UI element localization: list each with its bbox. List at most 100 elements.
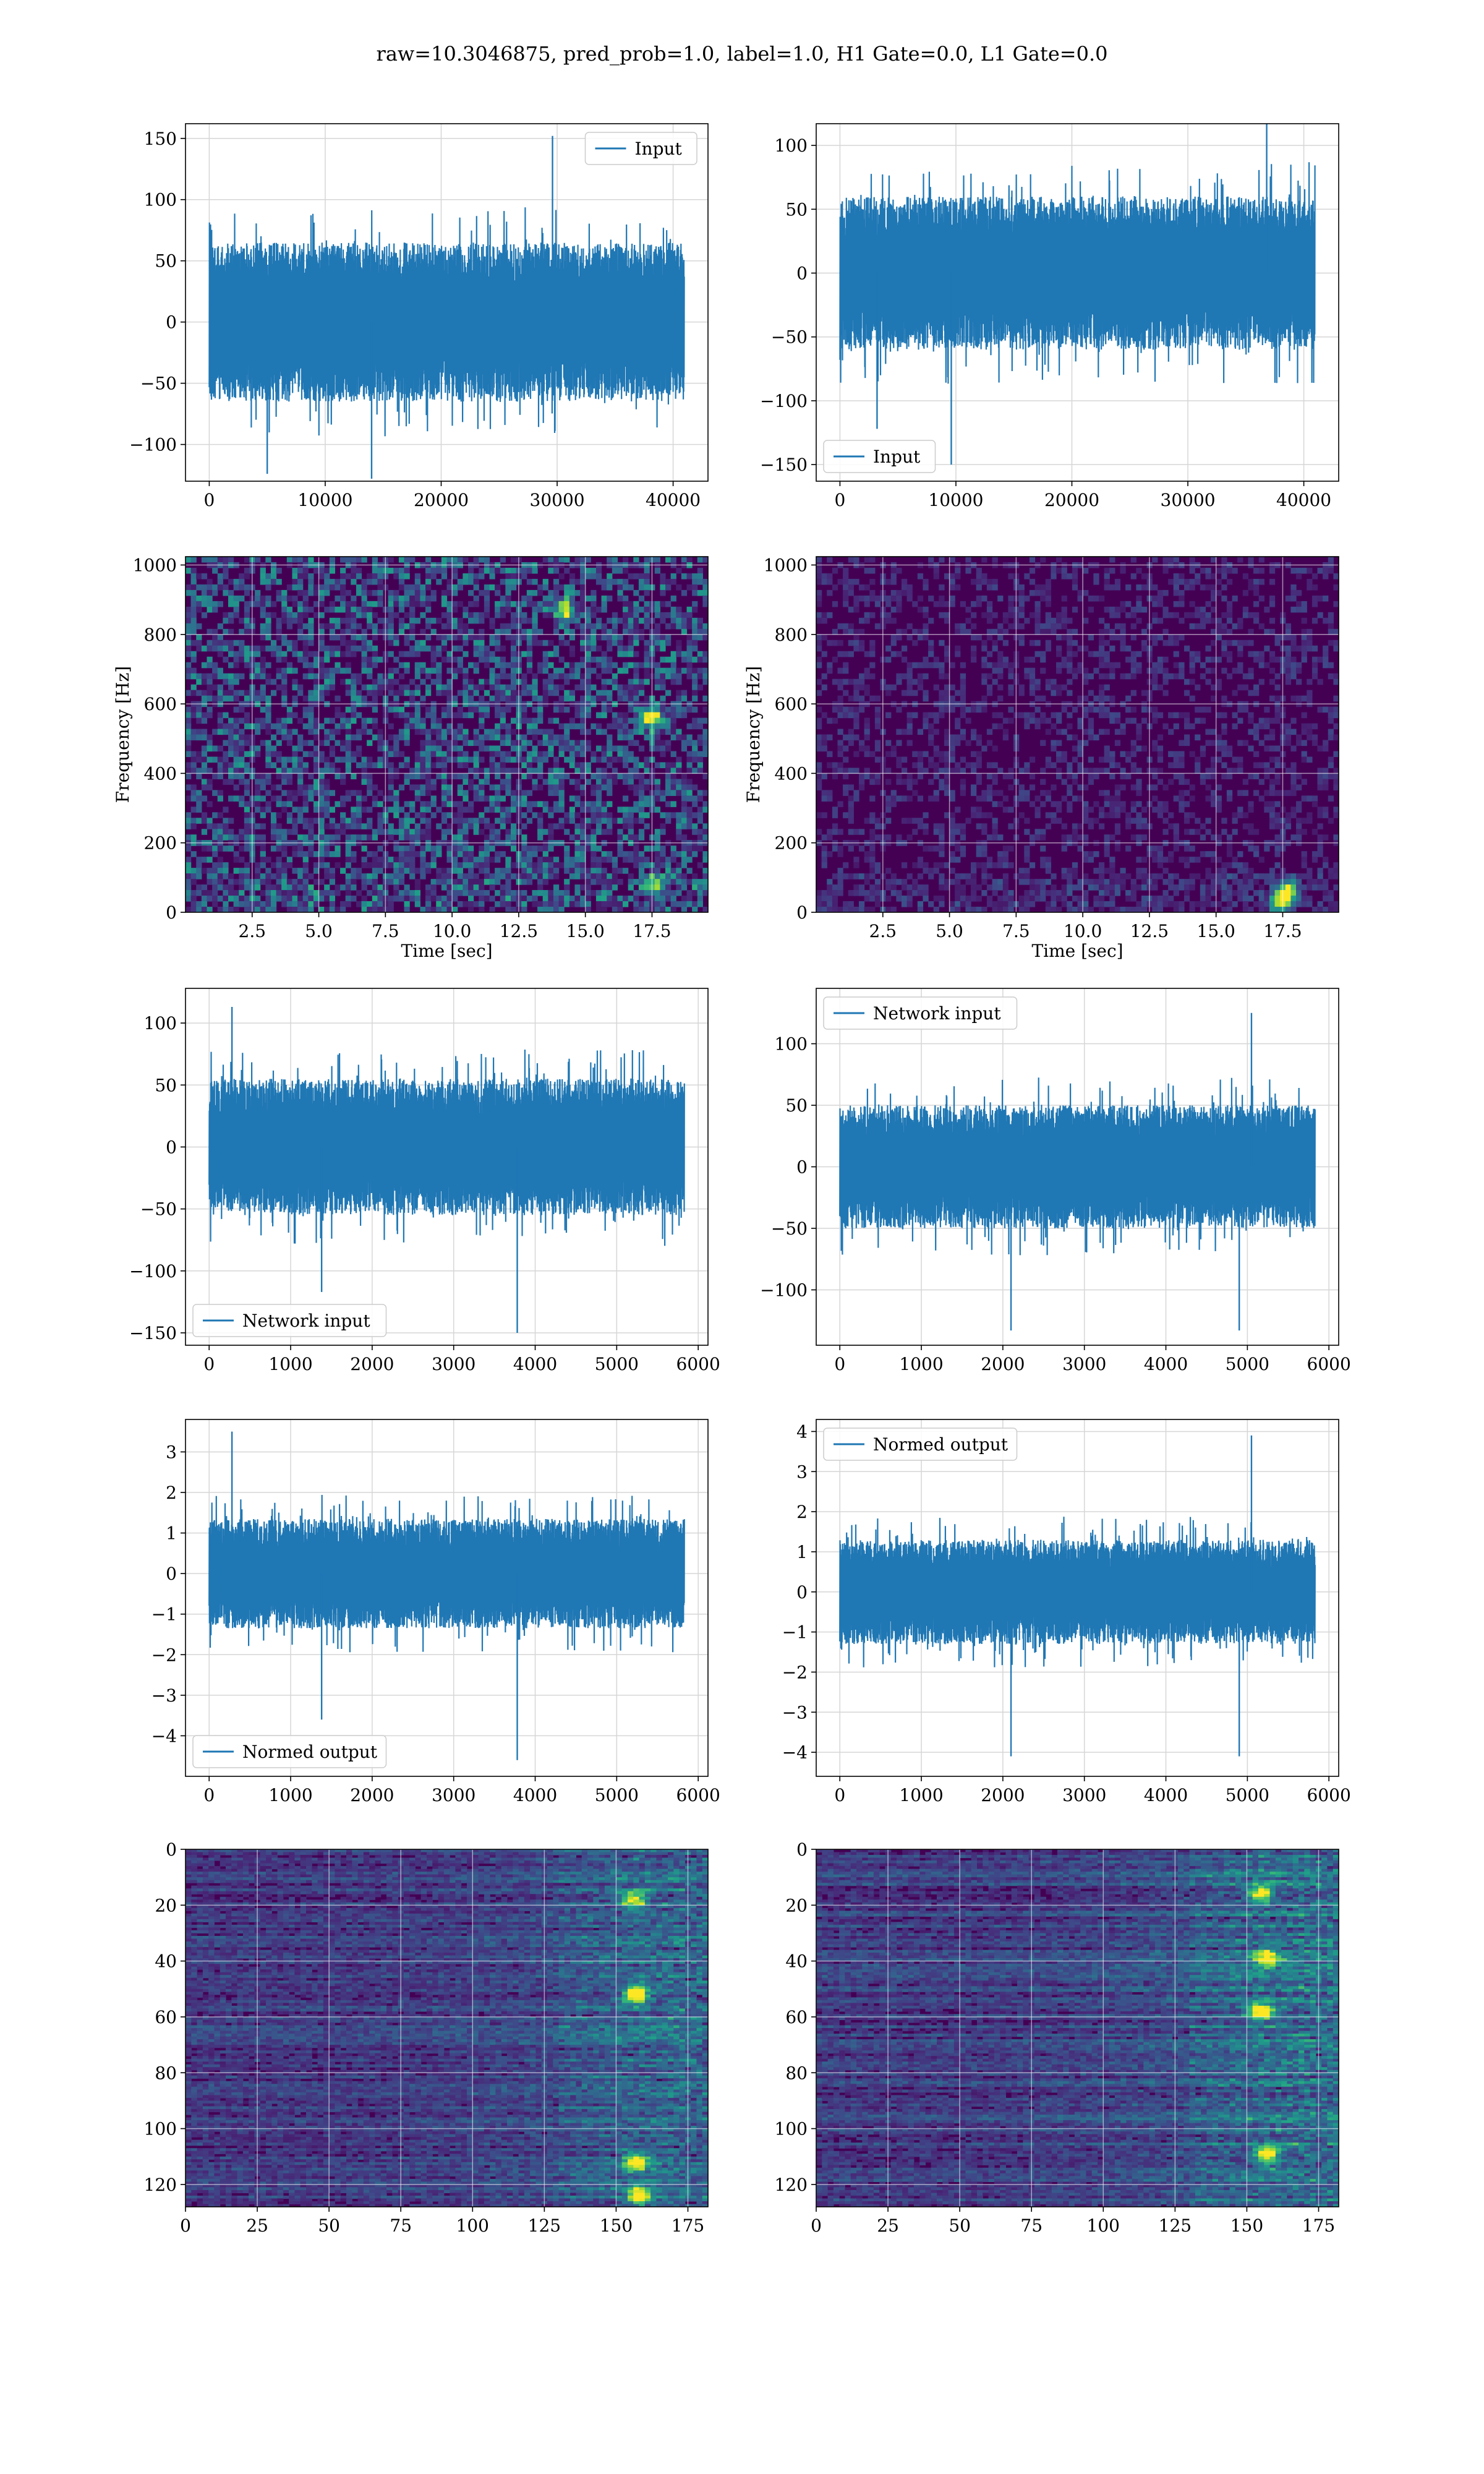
heatmap-cell — [463, 884, 469, 891]
heatmap-cell — [286, 706, 293, 713]
heatmap-cell — [372, 589, 378, 596]
heatmap-cell — [297, 557, 304, 563]
heatmap-cell — [526, 645, 533, 652]
heatmap-cell — [500, 868, 506, 874]
heatmap-cell — [335, 845, 341, 852]
heatmap-cell — [901, 673, 908, 680]
heatmap-cell — [393, 601, 399, 607]
heatmap-cell — [244, 901, 250, 907]
heatmap-cell — [495, 851, 501, 857]
heatmap-cell — [532, 901, 538, 907]
heatmap-cell — [356, 567, 362, 574]
heatmap-cell — [505, 706, 511, 713]
heatmap-cell — [484, 818, 490, 824]
heatmap-cell — [676, 768, 682, 774]
heatmap-cell — [591, 723, 597, 730]
heatmap-cell — [308, 640, 314, 646]
heatmap-cell — [617, 807, 623, 813]
heatmap-cell — [628, 690, 634, 696]
heatmap-cell — [660, 617, 666, 624]
heatmap-cell — [981, 656, 987, 663]
heatmap-cell — [345, 678, 351, 685]
heatmap-cell — [398, 595, 405, 602]
heatmap-cell — [452, 645, 458, 652]
heatmap-cell — [837, 706, 843, 713]
heatmap-cell — [874, 706, 881, 713]
heatmap-cell — [420, 717, 426, 724]
heatmap-cell — [901, 589, 908, 596]
heatmap-cell — [986, 740, 993, 747]
heatmap-cell — [949, 823, 955, 829]
heatmap-cell — [420, 612, 426, 618]
heatmap-cell — [537, 695, 544, 702]
heatmap-cell — [702, 601, 708, 607]
heatmap-cell — [217, 884, 223, 891]
heatmap-cell — [510, 823, 517, 829]
heatmap-cell — [890, 589, 897, 596]
heatmap-cell — [542, 751, 548, 758]
heatmap-cell — [217, 573, 223, 580]
heatmap-cell — [239, 868, 245, 874]
heatmap-cell — [452, 907, 458, 912]
heatmap-cell — [484, 606, 490, 613]
heatmap-cell — [207, 606, 213, 613]
heatmap-cell — [414, 573, 420, 580]
heatmap-cell — [356, 557, 362, 563]
l1-spectrogram-heatmap — [816, 557, 1339, 912]
heatmap-cell — [276, 729, 282, 735]
heatmap-cell — [335, 595, 341, 602]
heatmap-cell — [676, 667, 682, 674]
heatmap-cell — [676, 734, 682, 741]
heatmap-cell — [292, 617, 298, 624]
heatmap-cell — [654, 845, 660, 852]
heatmap-cell — [537, 751, 544, 758]
heatmap-cell — [457, 812, 463, 818]
heatmap-cell — [510, 673, 517, 680]
heatmap-cell — [617, 723, 623, 730]
heatmap-cell — [681, 896, 688, 902]
heatmap-cell — [692, 656, 698, 663]
heatmap-cell — [681, 873, 688, 880]
heatmap-cell — [955, 628, 961, 635]
heatmap-cell — [548, 845, 554, 852]
heatmap-cell — [270, 896, 277, 902]
heatmap-cell — [692, 823, 698, 829]
heatmap-cell — [318, 779, 325, 785]
heatmap-cell — [318, 567, 325, 574]
heatmap-cell — [981, 640, 987, 646]
heatmap-cell — [510, 729, 517, 735]
heatmap-cell — [612, 612, 618, 618]
heatmap-cell — [196, 734, 202, 741]
heatmap-cell — [500, 712, 506, 719]
heatmap-cell — [928, 795, 934, 802]
heatmap-cell — [532, 601, 538, 607]
heatmap-cell — [885, 612, 892, 618]
heatmap-cell — [553, 901, 560, 907]
heatmap-cell — [186, 623, 192, 630]
heatmap-cell — [564, 589, 570, 596]
heatmap-cell — [553, 717, 560, 724]
heatmap-cell — [388, 784, 394, 790]
heatmap-cell — [827, 589, 833, 596]
heatmap-cell — [569, 617, 576, 624]
heatmap-cell — [574, 801, 581, 807]
heatmap-cell — [601, 684, 607, 691]
heatmap-cell — [537, 773, 544, 779]
heatmap-cell — [548, 690, 554, 696]
heatmap-cell — [361, 651, 367, 657]
heatmap-cell — [874, 901, 881, 907]
heatmap-cell — [479, 678, 485, 685]
heatmap-cell — [377, 690, 383, 696]
heatmap-cell — [201, 662, 208, 669]
heatmap-cell — [196, 712, 202, 719]
heatmap-cell — [569, 578, 576, 585]
heatmap-cell — [372, 857, 378, 863]
heatmap-cell — [574, 884, 581, 891]
heatmap-cell — [944, 706, 950, 713]
heatmap-cell — [425, 807, 432, 813]
heatmap-cell — [239, 890, 245, 896]
heatmap-cell — [692, 578, 698, 585]
heatmap-cell — [858, 784, 865, 790]
heatmap-cell — [558, 795, 565, 802]
heatmap-cell — [633, 901, 639, 907]
